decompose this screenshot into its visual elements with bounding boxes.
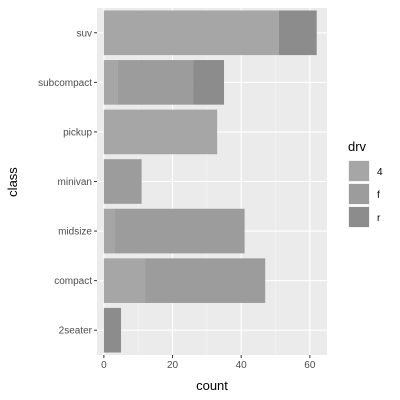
- x-tick-label: 40: [236, 360, 248, 371]
- bar-suv-r: [278, 10, 317, 56]
- legend-swatch-f: [349, 184, 369, 204]
- bars: [103, 10, 317, 353]
- legend-swatch-r: [349, 207, 369, 227]
- y-axis-title: class: [5, 167, 20, 197]
- x-tick-label: 60: [304, 360, 316, 371]
- y-tick-label: suv: [76, 28, 92, 39]
- bar-compact-f: [145, 258, 266, 303]
- bar-midsize-4: [103, 208, 115, 254]
- x-axis: 0 20 40 60: [101, 355, 316, 371]
- bar-2seater-r: [103, 307, 122, 353]
- x-axis-title: count: [196, 378, 228, 393]
- legend: drv 4 f r: [348, 139, 383, 228]
- bar-compact-4: [103, 258, 146, 303]
- bar-suv-4: [103, 10, 279, 56]
- bar-subcompact-f: [117, 60, 194, 105]
- legend-label-f: f: [377, 190, 380, 201]
- bar-subcompact-4: [103, 60, 118, 105]
- x-tick-label: 20: [167, 360, 179, 371]
- bar-minivan-f: [103, 159, 142, 204]
- y-tick-label: compact: [54, 276, 92, 287]
- legend-label-4: 4: [377, 167, 383, 178]
- y-tick-label: pickup: [63, 127, 92, 138]
- y-tick-label: 2seater: [59, 326, 93, 337]
- legend-title: drv: [348, 139, 367, 154]
- x-tick-label: 0: [101, 360, 107, 371]
- legend-label-r: r: [377, 213, 381, 224]
- legend-swatch-4: [349, 161, 369, 181]
- bar-subcompact-r: [193, 60, 225, 105]
- y-axis: 2seater compact midsize minivan pickup subcom…: [38, 28, 97, 337]
- bar-pickup-4: [103, 109, 218, 155]
- y-tick-label: subcompact: [38, 78, 92, 89]
- y-tick-label: midsize: [58, 227, 92, 238]
- y-tick-label: minivan: [58, 177, 92, 188]
- bar-midsize-f: [114, 208, 245, 254]
